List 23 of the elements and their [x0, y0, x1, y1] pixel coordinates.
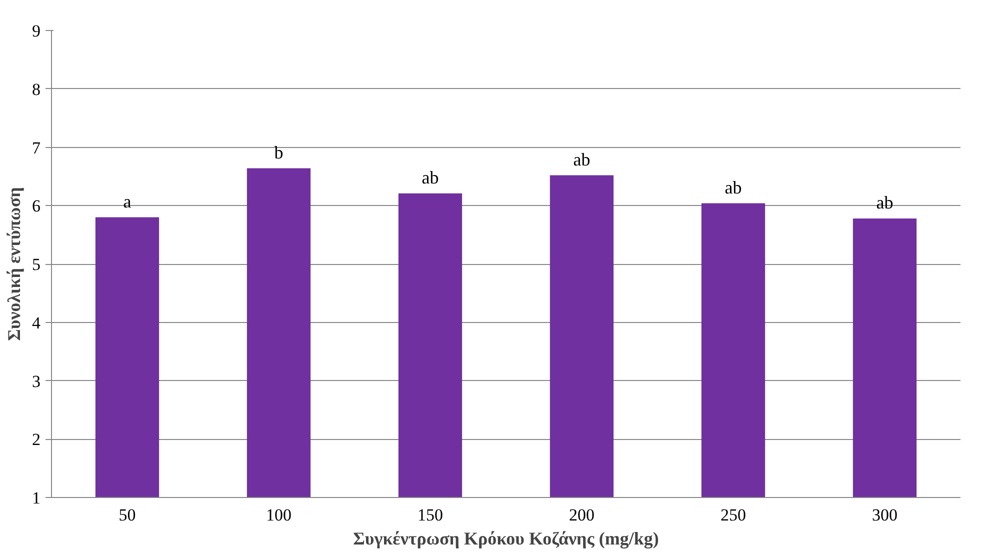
y-tick-label: 8 [32, 80, 40, 99]
annotation: a [123, 191, 132, 212]
y-tick-label: 2 [32, 430, 40, 450]
y-tick-label: 1 [32, 488, 40, 508]
y-tick-label: 3 [32, 372, 40, 391]
annotation: ab [876, 192, 894, 212]
y-tick-label: 9 [32, 22, 40, 40]
annotation: ab [573, 149, 590, 170]
x-tick-label: 300 [872, 506, 898, 524]
y-tick-label: 4 [32, 313, 41, 332]
x-axis-title: Συγκέντρωση Κρόκου Κοζάνης (mg/kg) [353, 528, 659, 548]
y-tick-label: 7 [32, 138, 41, 158]
x-tick-label: 100 [266, 506, 292, 524]
x-tick-label: 250 [720, 506, 746, 524]
annotation: ab [724, 177, 742, 198]
x-tick-label: 200 [569, 506, 594, 524]
x-tick-label: 50 [118, 506, 136, 524]
y-tick-label: 5 [32, 255, 40, 274]
annotation: b [274, 142, 284, 162]
y-axis-title: Συνολική εντύπωση [4, 187, 24, 341]
x-tick-label: 150 [418, 506, 443, 524]
y-tick-label: 6 [32, 196, 40, 216]
annotation: ab [422, 167, 439, 188]
